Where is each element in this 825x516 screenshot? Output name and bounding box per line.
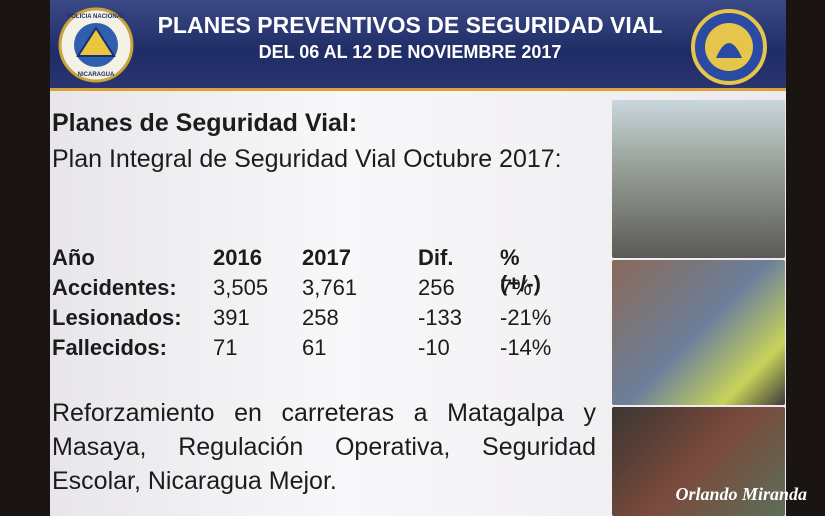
table-cell: 7% xyxy=(500,275,532,300)
section-heading: Planes de Seguridad Vial: xyxy=(52,109,358,137)
table-cell: 61 xyxy=(302,335,327,360)
road-safety-logo xyxy=(691,9,767,85)
logo-text: POLICIA NACIONAL xyxy=(67,14,125,20)
logo-text: NICARAGUA xyxy=(78,72,115,78)
row-label: Accidentes: xyxy=(52,275,177,300)
table-cell: 71 xyxy=(213,335,238,360)
slide-subtitle: DEL 06 AL 12 DE NOVIEMBRE 2017 xyxy=(258,42,562,62)
closing-text: Reforzamiento en carreteras a Matagalpa … xyxy=(52,399,596,495)
row-label: Fallecidos: xyxy=(52,335,167,360)
slide-title: PLANES PREVENTIVOS DE SEGURIDAD VIAL xyxy=(157,12,663,38)
table-cell: -14% xyxy=(500,335,552,360)
photo xyxy=(612,100,785,258)
photo xyxy=(612,407,785,516)
table-cell: 258 xyxy=(302,305,339,330)
police-logo: POLICIA NACIONAL NICARAGUA xyxy=(58,7,134,83)
table-cell: -10 xyxy=(418,335,450,360)
table-header-cell: %(+/-) xyxy=(500,245,541,296)
slide-header xyxy=(50,0,786,91)
intro-text: Plan Integral de Seguridad Vial Octubre … xyxy=(52,145,562,173)
table-header-cell: Dif. xyxy=(418,245,454,270)
table-header-cell: 2017 xyxy=(302,245,351,270)
table-cell: -133 xyxy=(418,305,463,330)
table-cell: 3,505 xyxy=(213,275,269,300)
photo xyxy=(612,260,785,405)
table-cell: 391 xyxy=(213,305,250,330)
table-cell: 3,761 xyxy=(302,275,358,300)
table-header-cell: 2016 xyxy=(213,245,262,270)
table-cell: 256 xyxy=(418,275,455,300)
table-header-cell: Año xyxy=(52,245,95,270)
table-cell: -21% xyxy=(500,305,552,330)
photo-credit: Orlando Miranda xyxy=(675,484,807,504)
row-label: Lesionados: xyxy=(52,305,182,330)
